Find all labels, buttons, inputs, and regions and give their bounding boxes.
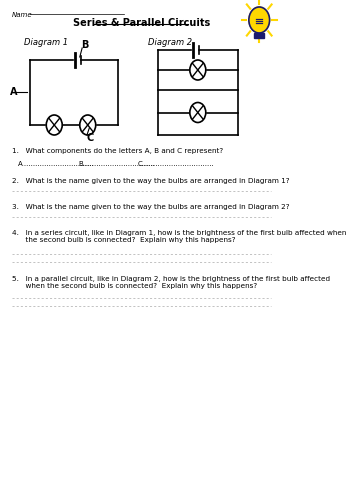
Text: C: C: [86, 133, 93, 143]
Text: 3.   What is the name given to the way the bulbs are arranged in Diagram 2?: 3. What is the name given to the way the…: [12, 204, 290, 210]
Text: Series & Parallel Circuits: Series & Parallel Circuits: [73, 18, 210, 28]
Text: C................................: C................................: [138, 161, 215, 167]
Text: Diagram 2: Diagram 2: [148, 38, 192, 47]
Text: 2.   What is the name given to the way the bulbs are arranged in Diagram 1?: 2. What is the name given to the way the…: [12, 178, 290, 184]
Text: A................................: A................................: [18, 161, 95, 167]
Text: 1.   What components do the letters A, B and C represent?: 1. What components do the letters A, B a…: [12, 148, 223, 154]
Text: B................................: B................................: [78, 161, 155, 167]
Text: Diagram 1: Diagram 1: [24, 38, 68, 47]
Text: Name: Name: [12, 12, 33, 18]
Bar: [255, 33, 264, 38]
Text: 5.   In a parallel circuit, like in Diagram 2, how is the brightness of the firs: 5. In a parallel circuit, like in Diagra…: [12, 276, 330, 289]
Circle shape: [249, 7, 270, 33]
Text: B: B: [81, 40, 89, 50]
Text: 4.   In a series circuit, like in Diagram 1, how is the brightness of the first : 4. In a series circuit, like in Diagram …: [12, 230, 346, 243]
Text: A: A: [10, 87, 17, 97]
